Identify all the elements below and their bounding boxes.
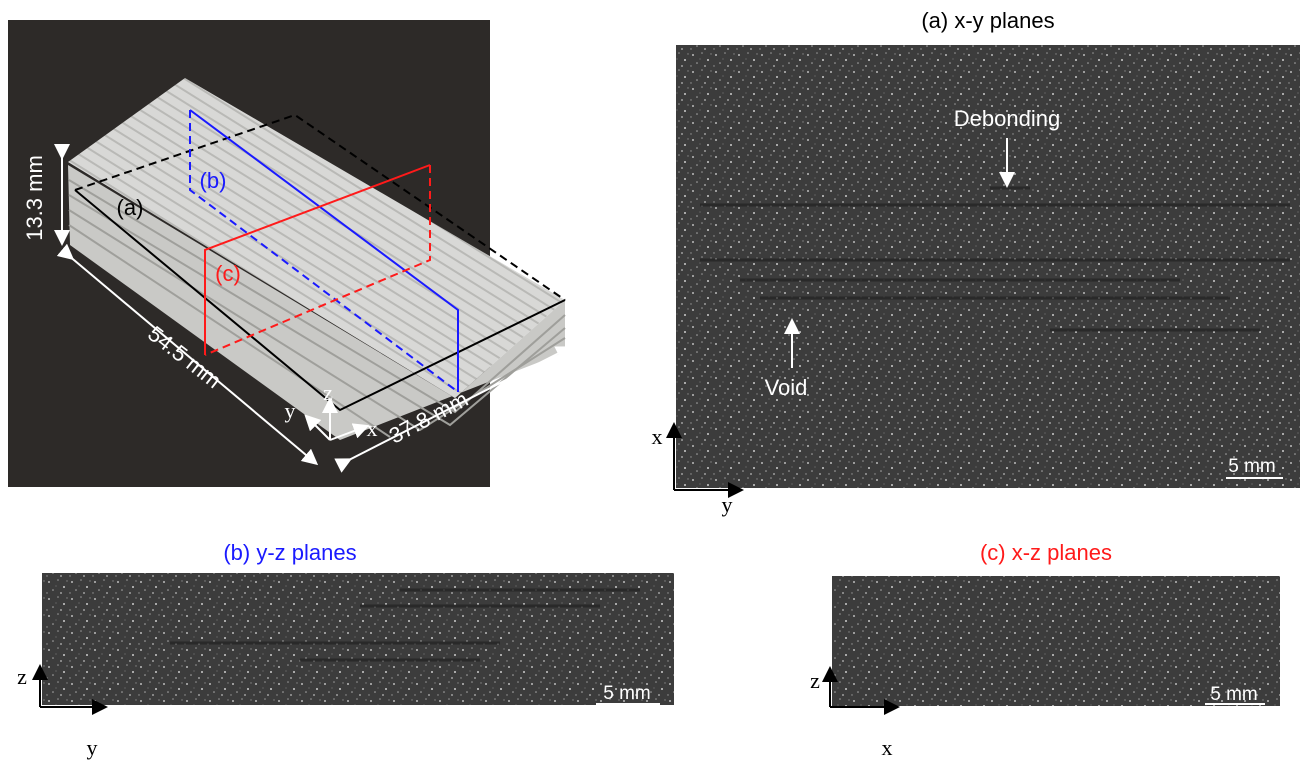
panel-a: (a) x-y planes Debonding Void 5 mm x y [652, 8, 1301, 517]
annotation: Debonding [954, 106, 1060, 131]
scale-bar-label: 5 mm [1210, 684, 1258, 705]
figure: 13.3 mm 54.5 mm 37.8 mm (a) (b) (c) x y … [0, 0, 1310, 762]
specimen-photo: 13.3 mm 54.5 mm 37.8 mm (a) (b) (c) x y … [8, 20, 565, 487]
axis-label: z [17, 664, 27, 689]
axis-label: x [367, 416, 378, 441]
axis-label: y [87, 735, 98, 760]
axis-label: x [652, 424, 663, 449]
panel-title: (a) x-y planes [921, 8, 1054, 33]
scale-bar-label: 5 mm [603, 683, 651, 704]
plane-c-label: (c) [215, 261, 241, 286]
panel-title: (b) y-z planes [223, 540, 356, 565]
axis-label: y [722, 492, 733, 517]
axis-label: z [810, 668, 820, 693]
plane-b-label: (b) [200, 168, 227, 193]
scale-bar-label: 5 mm [1228, 456, 1276, 477]
height-label: 13.3 mm [22, 155, 47, 241]
panel-b: (b) y-z planes 5 mm z y [17, 540, 674, 760]
axis-label: y [285, 398, 296, 423]
panel-title: (c) x-z planes [980, 540, 1112, 565]
panel-c: (c) x-z planes 5 mm z x [810, 540, 1280, 760]
axis-label: x [882, 735, 893, 760]
plane-a-label: (a) [117, 195, 144, 220]
annotation: Void [765, 375, 808, 400]
axis-label: z [323, 380, 333, 405]
